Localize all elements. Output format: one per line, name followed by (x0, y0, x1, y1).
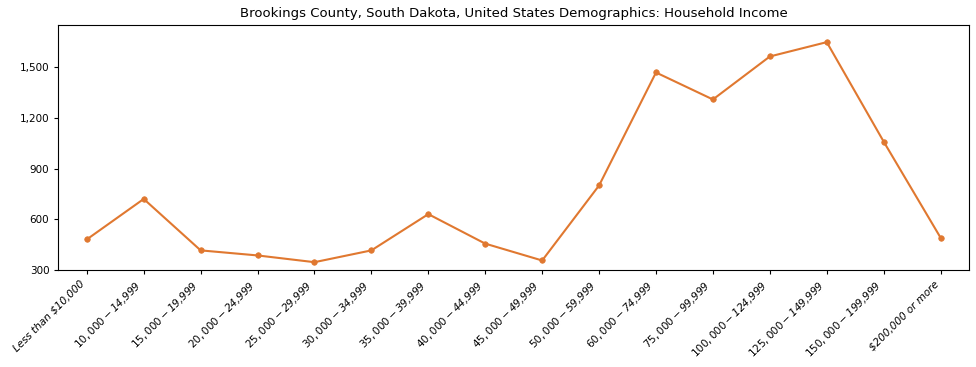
Title: Brookings County, South Dakota, United States Demographics: Household Income: Brookings County, South Dakota, United S… (240, 7, 788, 20)
